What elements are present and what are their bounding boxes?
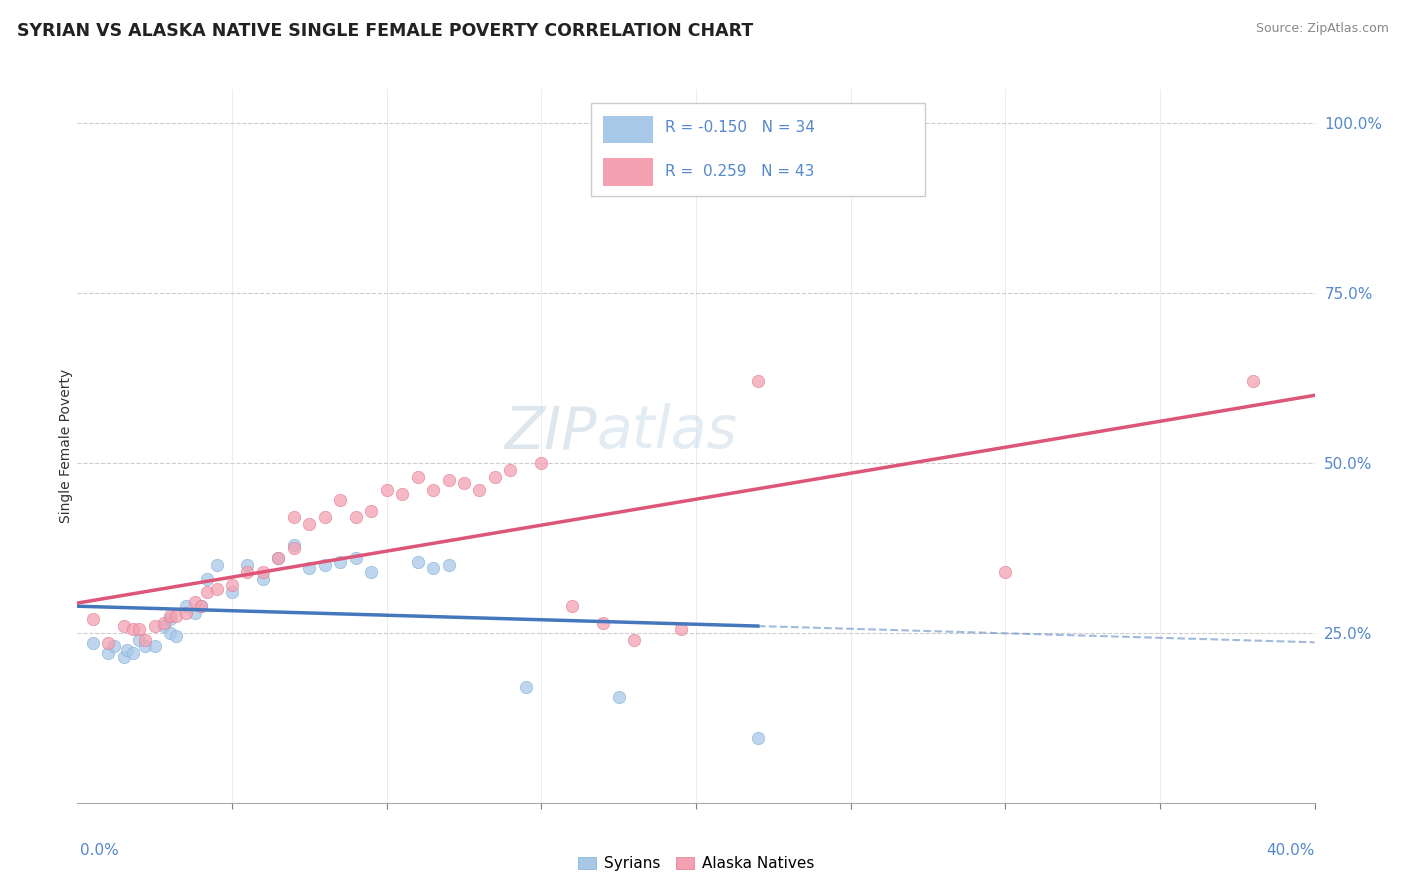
Point [122, 646, 145, 660]
Point [82, 636, 104, 650]
Point [134, 632, 156, 647]
Point [115, 643, 138, 657]
Point [128, 632, 150, 647]
Text: 40.0%: 40.0% [1267, 843, 1315, 858]
Point [329, 555, 352, 569]
Point [190, 599, 212, 613]
Point [195, 572, 218, 586]
Point [437, 558, 460, 572]
Point [252, 572, 274, 586]
Point [468, 483, 491, 498]
Point [134, 640, 156, 654]
Point [205, 582, 228, 596]
Point [283, 537, 305, 551]
Text: 0.0%: 0.0% [80, 843, 120, 858]
Point [112, 619, 135, 633]
Point [329, 493, 352, 508]
Point [406, 555, 429, 569]
Point [221, 578, 243, 592]
FancyBboxPatch shape [591, 103, 925, 196]
Point [422, 483, 444, 498]
Point [530, 456, 553, 470]
Text: R = -0.150   N = 34: R = -0.150 N = 34 [665, 120, 815, 136]
Point [184, 606, 207, 620]
Point [153, 619, 176, 633]
Point [252, 565, 274, 579]
Point [314, 510, 336, 524]
Point [221, 585, 243, 599]
Point [375, 483, 398, 498]
Point [499, 463, 522, 477]
Point [561, 599, 583, 613]
Point [283, 541, 305, 555]
Point [298, 561, 321, 575]
Point [453, 476, 475, 491]
Point [236, 558, 259, 572]
Point [344, 551, 367, 566]
Point [184, 595, 207, 609]
Point [159, 612, 181, 626]
Point [298, 517, 321, 532]
Point [165, 629, 187, 643]
Point [391, 486, 413, 500]
Point [607, 690, 630, 705]
Point [267, 551, 290, 566]
Point [190, 599, 212, 613]
Point [128, 623, 150, 637]
Point [195, 585, 218, 599]
Point [97, 636, 120, 650]
Point [283, 510, 305, 524]
Point [314, 558, 336, 572]
Point [82, 612, 104, 626]
Point [747, 731, 769, 746]
Point [1241, 375, 1264, 389]
Point [360, 503, 382, 517]
Point [174, 606, 197, 620]
Point [669, 623, 692, 637]
Point [97, 646, 120, 660]
Point [994, 565, 1017, 579]
Point [112, 649, 135, 664]
Point [103, 640, 125, 654]
Point [267, 551, 290, 566]
Point [515, 680, 537, 694]
Point [360, 565, 382, 579]
Point [143, 619, 166, 633]
Text: R =  0.259   N = 43: R = 0.259 N = 43 [665, 164, 814, 178]
Y-axis label: Single Female Poverty: Single Female Poverty [59, 369, 73, 523]
Point [344, 510, 367, 524]
Point [165, 608, 187, 623]
FancyBboxPatch shape [603, 116, 652, 143]
Point [437, 473, 460, 487]
Point [623, 632, 645, 647]
Point [205, 558, 228, 572]
FancyBboxPatch shape [603, 159, 652, 186]
Legend: Syrians, Alaska Natives: Syrians, Alaska Natives [572, 850, 820, 877]
Text: Source: ZipAtlas.com: Source: ZipAtlas.com [1256, 22, 1389, 36]
Point [236, 565, 259, 579]
Point [159, 608, 181, 623]
Point [159, 626, 181, 640]
Point [592, 615, 614, 630]
Point [122, 623, 145, 637]
Point [484, 469, 506, 483]
Point [406, 469, 429, 483]
Point [422, 561, 444, 575]
Point [153, 615, 176, 630]
Point [174, 599, 197, 613]
Point [747, 375, 769, 389]
Text: atlas: atlas [598, 403, 738, 460]
Text: ZIP: ZIP [505, 403, 598, 460]
Text: SYRIAN VS ALASKA NATIVE SINGLE FEMALE POVERTY CORRELATION CHART: SYRIAN VS ALASKA NATIVE SINGLE FEMALE PO… [17, 22, 754, 40]
Point [143, 640, 166, 654]
